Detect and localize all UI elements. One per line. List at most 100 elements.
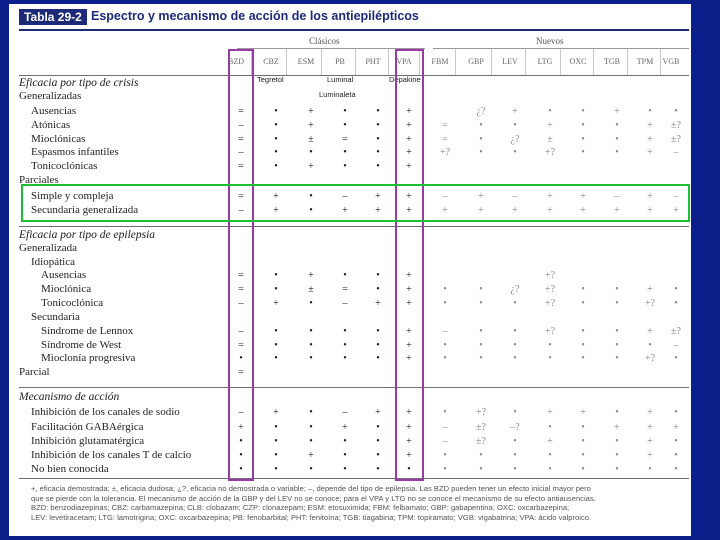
- header-rule: [19, 75, 689, 76]
- cell-symbol: –: [238, 298, 244, 309]
- cell-symbol: +: [547, 120, 553, 131]
- cell-symbol: +: [308, 120, 314, 131]
- group-new-rule: [433, 48, 689, 49]
- cell-symbol: +: [406, 205, 412, 216]
- cell-symbol: +: [406, 191, 412, 202]
- brand-tegretol: Tegretol: [257, 75, 284, 84]
- cell-symbol: +: [547, 407, 553, 418]
- cell-symbol: •: [274, 147, 278, 158]
- group-classic-rule: [237, 48, 425, 49]
- column-separator: [321, 49, 322, 75]
- cell-symbol: •: [674, 407, 678, 418]
- cell-symbol: •: [274, 270, 278, 281]
- row-label: Espasmos infantiles: [31, 146, 119, 158]
- cell-symbol: –: [512, 191, 518, 202]
- row-label: Atónicas: [31, 119, 71, 131]
- cell-symbol: ±?: [671, 326, 681, 337]
- cell-symbol: –: [342, 191, 348, 202]
- row-label: Simple y compleja: [31, 190, 114, 202]
- row-label: Mioclonía progresiva: [41, 352, 136, 364]
- cell-symbol: •: [513, 326, 517, 337]
- cell-symbol: –: [238, 407, 244, 418]
- section-heading: Eficacia por tipo de epilepsia: [19, 229, 156, 241]
- cell-symbol: –: [442, 326, 448, 337]
- cell-symbol: •: [343, 450, 347, 461]
- cell-symbol: +: [547, 191, 553, 202]
- cell-symbol: •: [615, 464, 619, 475]
- cell-symbol: +: [647, 407, 653, 418]
- cell-symbol: •: [548, 450, 552, 461]
- cell-symbol: •: [343, 161, 347, 172]
- cell-symbol: •: [376, 120, 380, 131]
- cell-symbol: •: [648, 340, 652, 351]
- column-separator: [286, 49, 287, 75]
- cell-symbol: •: [548, 464, 552, 475]
- column-header-ltg: LTG: [537, 57, 553, 66]
- cell-symbol: •: [239, 464, 243, 475]
- cell-symbol: •: [309, 191, 313, 202]
- cell-symbol: +: [647, 147, 653, 158]
- cell-symbol: •: [581, 106, 585, 117]
- cell-symbol: •: [648, 464, 652, 475]
- row-label: Facilitación GABAérgica: [31, 421, 144, 433]
- cell-symbol: •: [513, 407, 517, 418]
- cell-symbol: +: [647, 450, 653, 461]
- cell-symbol: •: [674, 450, 678, 461]
- cell-symbol: +: [238, 422, 244, 433]
- cell-symbol: •: [376, 284, 380, 295]
- cell-symbol: •: [548, 422, 552, 433]
- cell-symbol: •: [513, 120, 517, 131]
- cell-symbol: =: [238, 134, 244, 145]
- cell-symbol: •: [674, 298, 678, 309]
- cell-symbol: •: [581, 450, 585, 461]
- cell-symbol: +: [512, 205, 518, 216]
- cell-symbol: +: [273, 191, 279, 202]
- cell-symbol: •: [274, 436, 278, 447]
- cell-symbol: •: [343, 326, 347, 337]
- group-classic: Clásicos: [309, 36, 340, 46]
- cell-symbol: •: [343, 436, 347, 447]
- cell-symbol: •: [274, 353, 278, 364]
- cell-symbol: •: [615, 436, 619, 447]
- cell-symbol: •: [309, 407, 313, 418]
- cell-symbol: +: [673, 205, 679, 216]
- cell-symbol: •: [513, 340, 517, 351]
- cell-symbol: •: [376, 353, 380, 364]
- column-separator: [560, 49, 561, 75]
- title-rule: [19, 29, 689, 31]
- table-title-bar: Tabla 29-2 Espectro y mecanismo de acció…: [9, 4, 691, 30]
- brand-depakine: Depakine: [389, 75, 421, 84]
- column-separator: [627, 49, 628, 75]
- cell-symbol: •: [239, 450, 243, 461]
- cell-symbol: +?: [544, 298, 556, 309]
- cell-symbol: –: [342, 407, 348, 418]
- cell-symbol: +: [614, 106, 620, 117]
- cell-symbol: ±: [547, 134, 553, 145]
- cell-symbol: ¿?: [510, 284, 520, 295]
- highlight-vpa-column: [395, 49, 424, 481]
- column-separator: [419, 49, 420, 75]
- cell-symbol: =: [238, 191, 244, 202]
- cell-symbol: +: [647, 436, 653, 447]
- table-sheet: Tabla 29-2 Espectro y mecanismo de acció…: [9, 4, 691, 536]
- cell-symbol: •: [309, 326, 313, 337]
- cell-symbol: +: [406, 147, 412, 158]
- cell-symbol: •: [548, 106, 552, 117]
- cell-symbol: +: [406, 134, 412, 145]
- column-header-lev: LEV: [502, 57, 518, 66]
- table-number: Tabla 29-2: [19, 9, 87, 25]
- cell-symbol: ±: [308, 284, 314, 295]
- cell-symbol: •: [309, 147, 313, 158]
- column-header-tgb: TGB: [604, 57, 620, 66]
- cell-symbol: +: [478, 191, 484, 202]
- cell-symbol: •: [309, 422, 313, 433]
- column-header-vgb: VGB: [662, 57, 680, 66]
- cell-symbol: –: [238, 326, 244, 337]
- column-separator: [388, 49, 389, 75]
- column-header-oxc: OXC: [569, 57, 587, 66]
- row-label: Generalizada: [19, 242, 78, 254]
- cell-symbol: •: [443, 298, 447, 309]
- divider-2: [19, 387, 689, 388]
- row-label: Síndrome de Lennox: [41, 325, 134, 337]
- cell-symbol: •: [309, 353, 313, 364]
